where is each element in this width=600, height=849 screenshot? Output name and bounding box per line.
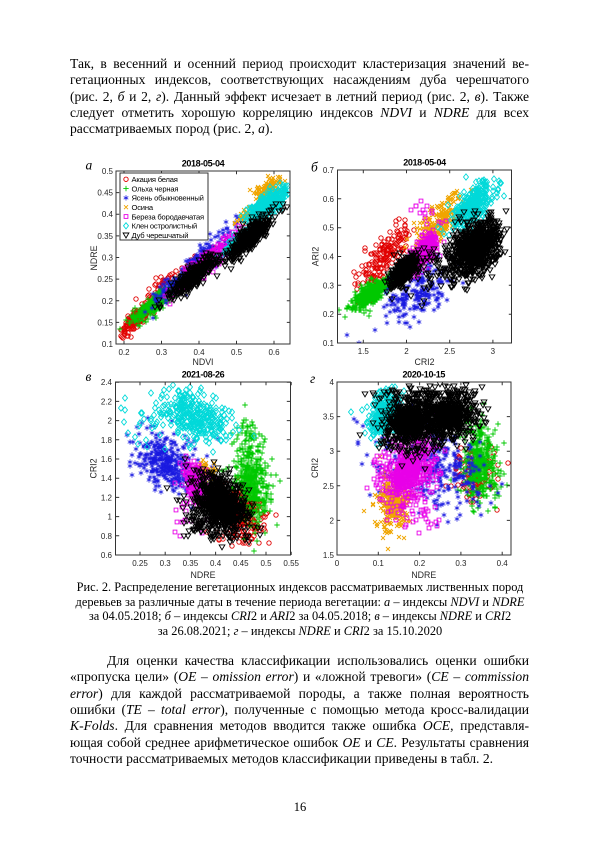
svg-text:0.6: 0.6 [323,195,335,204]
svg-text:NDRE: NDRE [411,570,436,580]
svg-text:0: 0 [335,559,340,568]
svg-text:2: 2 [108,417,113,426]
svg-text:Осина: Осина [132,203,154,212]
svg-text:0.4: 0.4 [193,348,205,357]
svg-text:1.5: 1.5 [323,551,335,560]
svg-text:0.25: 0.25 [97,275,113,284]
svg-text:3.5: 3.5 [323,413,335,422]
svg-text:Береза бородавчатая: Береза бородавчатая [132,212,205,221]
svg-text:0.8: 0.8 [101,532,113,541]
svg-text:0.5: 0.5 [260,559,272,568]
svg-text:Дуб черешчатый: Дуб черешчатый [132,231,189,240]
svg-text:2018-05-04: 2018-05-04 [182,159,225,169]
svg-text:Ясень обыкновенный: Ясень обыкновенный [132,194,204,203]
svg-text:2020-10-15: 2020-10-15 [403,370,446,380]
svg-text:Ольха черная: Ольха черная [132,184,179,193]
svg-text:0.3: 0.3 [156,348,168,357]
svg-text:0.1: 0.1 [323,339,335,348]
svg-text:1.4: 1.4 [101,474,113,483]
svg-text:0.6: 0.6 [268,348,280,357]
svg-text:0.2: 0.2 [118,348,130,357]
svg-text:0.2: 0.2 [414,559,426,568]
svg-text:0.45: 0.45 [233,559,249,568]
svg-text:0.6: 0.6 [101,551,113,560]
svg-text:0.15: 0.15 [97,318,113,327]
svg-text:1: 1 [108,513,113,522]
svg-text:4: 4 [330,378,335,387]
svg-text:2.2: 2.2 [101,397,113,406]
svg-text:0.5: 0.5 [231,348,243,357]
svg-text:NDRE: NDRE [89,245,99,270]
svg-text:б: б [311,160,319,175]
svg-text:CRI2: CRI2 [414,357,434,367]
svg-text:0.4: 0.4 [210,559,222,568]
svg-text:3: 3 [491,347,496,356]
svg-text:0.3: 0.3 [160,559,172,568]
svg-text:Акация белая: Акация белая [132,175,178,184]
svg-text:0.3: 0.3 [323,281,335,290]
svg-text:Клен остролистный: Клен остролистный [132,222,198,231]
svg-text:NDRE: NDRE [191,570,216,580]
svg-text:0.3: 0.3 [455,559,467,568]
svg-text:0.2: 0.2 [102,297,114,306]
svg-text:NDVI: NDVI [192,357,213,367]
svg-text:1.5: 1.5 [358,347,370,356]
svg-text:CRI2: CRI2 [89,458,99,478]
svg-text:в: в [86,369,92,384]
svg-text:3: 3 [330,447,335,456]
svg-text:2018-05-04: 2018-05-04 [403,158,446,168]
svg-text:2021-08-26: 2021-08-26 [182,370,225,380]
svg-text:1.6: 1.6 [101,455,113,464]
svg-text:ARI2: ARI2 [311,247,321,267]
svg-text:0.45: 0.45 [97,189,113,198]
svg-text:г: г [310,371,315,386]
svg-text:2.5: 2.5 [323,482,335,491]
svg-text:0.25: 0.25 [132,559,148,568]
svg-text:0.4: 0.4 [102,210,114,219]
svg-text:0.5: 0.5 [102,167,114,176]
svg-text:0.35: 0.35 [183,559,199,568]
svg-text:0.35: 0.35 [97,232,113,241]
svg-text:2.5: 2.5 [444,347,456,356]
svg-text:2: 2 [404,347,409,356]
svg-text:0.4: 0.4 [323,253,335,262]
svg-text:0.5: 0.5 [323,224,335,233]
svg-text:0.1: 0.1 [102,340,114,349]
svg-text:а: а [86,158,93,173]
svg-text:0.55: 0.55 [283,559,299,568]
svg-text:2: 2 [330,516,335,525]
svg-text:0.3: 0.3 [102,254,114,263]
svg-text:2.4: 2.4 [101,378,113,387]
svg-text:CRI2: CRI2 [310,458,320,478]
svg-text:0.7: 0.7 [323,166,335,175]
svg-text:0.1: 0.1 [373,559,385,568]
svg-text:1.8: 1.8 [101,436,113,445]
svg-text:0.4: 0.4 [497,559,509,568]
svg-text:1.2: 1.2 [101,493,113,502]
svg-text:0.2: 0.2 [323,310,335,319]
